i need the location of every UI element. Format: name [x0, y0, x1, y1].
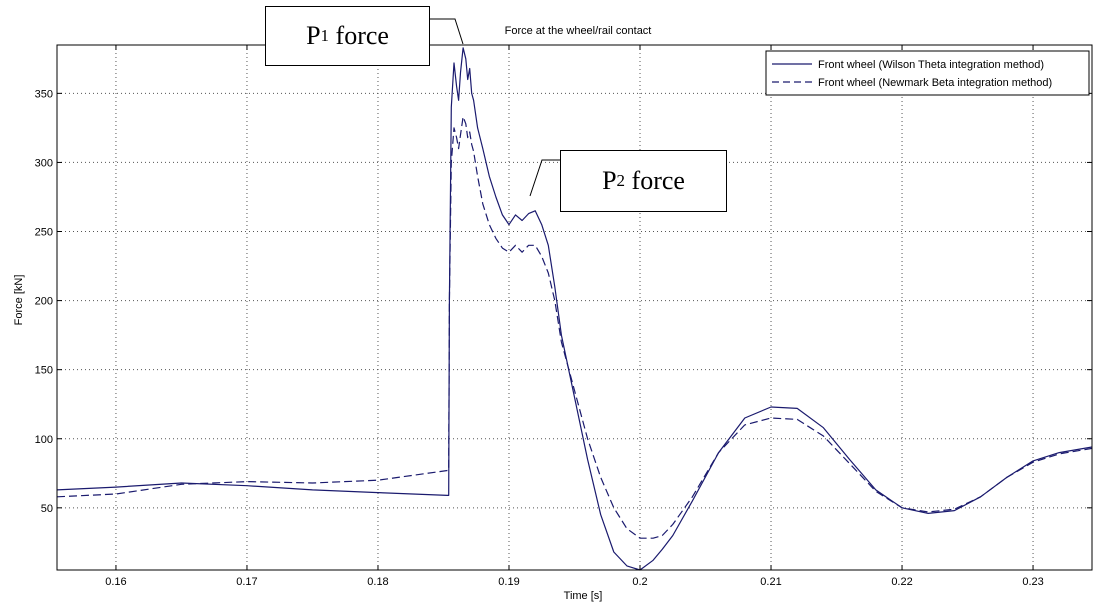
- x-tick-label: 0.21: [760, 576, 781, 588]
- y-tick-label: 250: [35, 227, 53, 239]
- legend-label-wilson: Front wheel (Wilson Theta integration me…: [818, 59, 1044, 71]
- series-line-newmark-beta: [56, 116, 1093, 539]
- axis-ticks: 0.16 0.17 0.18 0.19 0.2 0.21 0.22 0.23 50 100 150 2…: [35, 45, 1092, 588]
- plot-area-frame: [56, 44, 1093, 571]
- p2-label: P: [602, 166, 617, 195]
- p2-subscript: 2: [616, 171, 626, 190]
- series-lines: [56, 47, 1093, 571]
- x-tick-label: 0.23: [1022, 576, 1043, 588]
- y-tick-label: 50: [41, 503, 53, 515]
- p1-suffix: force: [329, 21, 389, 50]
- p1-subscript: 1: [320, 26, 330, 45]
- y-tick-label: 300: [35, 157, 53, 169]
- x-tick-label: 0.16: [105, 576, 126, 588]
- y-tick-label: 350: [35, 88, 53, 100]
- y-axis-label: Force [kN]: [13, 275, 25, 326]
- x-tick-label: 0.18: [367, 576, 388, 588]
- y-tick-label: 200: [35, 296, 53, 308]
- x-tick-label: 0.2: [632, 576, 647, 588]
- p1-leader-line: [430, 18, 464, 45]
- chart-title: Force at the wheel/rail contact: [505, 25, 652, 37]
- p2-leader-line: [529, 159, 560, 197]
- series-line-wilson-theta: [56, 47, 1093, 571]
- x-axis-label: Time [s]: [564, 590, 603, 602]
- x-tick-label: 0.19: [498, 576, 519, 588]
- callout-leaders: [430, 18, 560, 197]
- y-tick-label: 100: [35, 434, 53, 446]
- x-tick-label: 0.17: [236, 576, 257, 588]
- y-tick-label: 150: [35, 365, 53, 377]
- legend-box: [765, 50, 1090, 96]
- x-tick-label: 0.22: [891, 576, 912, 588]
- legend: Front wheel (Wilson Theta integration me…: [765, 50, 1090, 96]
- p1-label: P: [306, 21, 321, 50]
- p2-suffix: force: [625, 166, 685, 195]
- legend-label-newmark: Front wheel (Newmark Beta integration me…: [818, 77, 1052, 89]
- grid-lines: [57, 45, 1092, 570]
